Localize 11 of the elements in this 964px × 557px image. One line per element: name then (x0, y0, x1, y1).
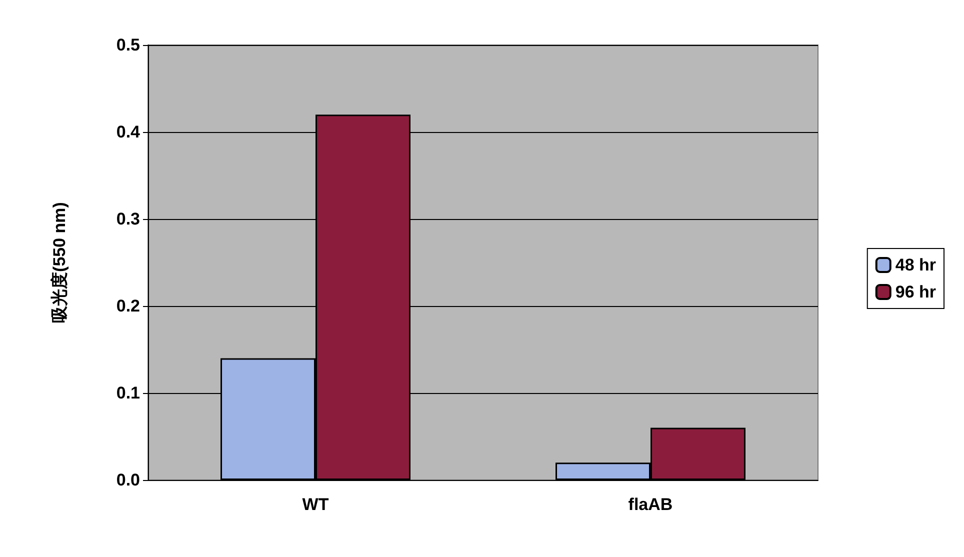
y-tick-label: 0.0 (116, 470, 140, 490)
y-tick-label: 0.2 (116, 296, 140, 316)
y-tick-label: 0.4 (116, 122, 141, 142)
x-tick-label: flaAB (628, 495, 673, 514)
y-tick-label: 0.5 (116, 36, 140, 54)
legend-label: 48 hr (895, 256, 936, 274)
y-axis-title: 吸光度(550 nm) (50, 202, 69, 323)
x-tick-label: WT (302, 495, 330, 514)
legend-label: 96 hr (895, 282, 936, 302)
y-tick-label: 0.1 (116, 384, 140, 402)
y-tick-label: 0.3 (116, 210, 140, 228)
